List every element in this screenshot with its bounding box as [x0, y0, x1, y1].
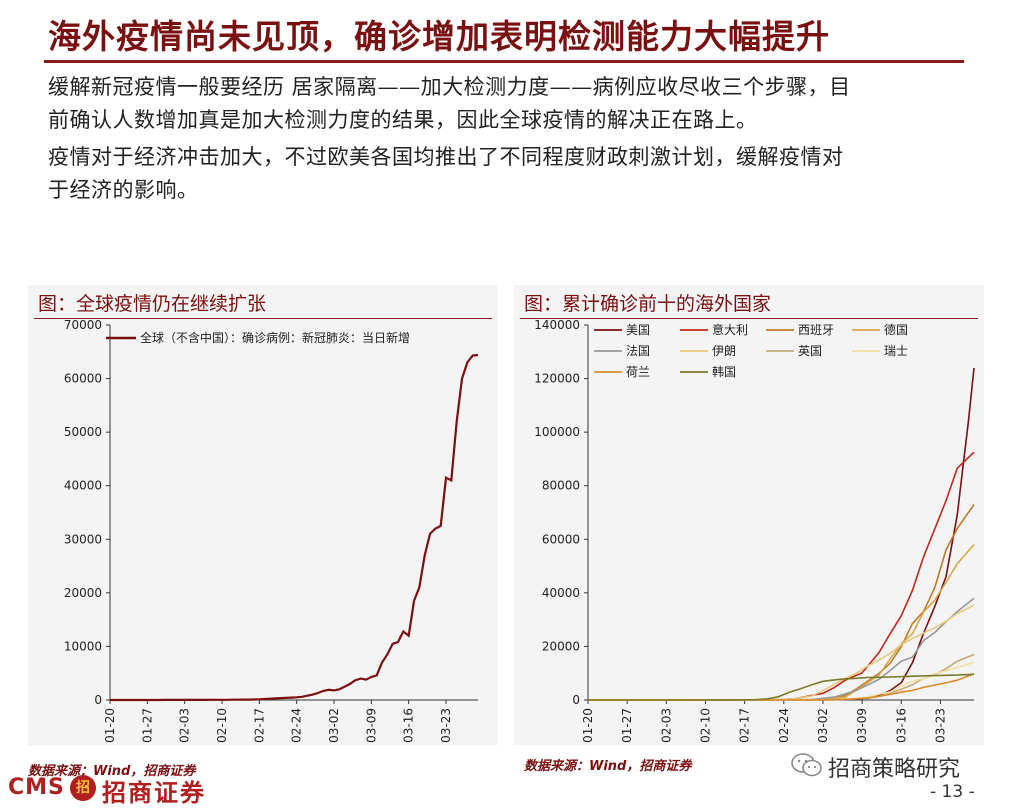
page-title: 海外疫情尚未见顶，确诊增加表明检测能力大幅提升	[48, 17, 830, 56]
series-line-global	[110, 353, 479, 702]
x-tick-label: 03-02	[327, 708, 341, 743]
y-tick-label: 60000	[64, 372, 102, 386]
x-tick-label: 01-27	[140, 708, 154, 743]
wechat-watermark: 招商策略研究	[790, 748, 990, 784]
logo-mark-icon: 招	[70, 775, 96, 801]
series-line-4	[588, 597, 975, 701]
chart-title: 图：累计确诊前十的海外国家	[524, 293, 772, 315]
legend-label: 韩国	[712, 364, 736, 379]
chart-top10-countries: 0 20000 40000 60000 80000 100000 120000 140000 0…	[534, 318, 975, 743]
y-tick-label: 0	[572, 693, 580, 707]
wechat-account-name: 招商策略研究	[828, 757, 961, 782]
chart-panel-global: 图：全球疫情仍在继续扩张 0 10000 20000 30000 40000 50000 6…	[28, 285, 498, 745]
paragraph-line: 缓解新冠疫情一般要经历 居家隔离——加大检测力度——病例应收尽收三个步骤，目	[48, 75, 851, 99]
series-line-2	[588, 504, 975, 701]
source-note-left: 数据来源：Wind，招商证券	[28, 764, 196, 779]
company-logo: CMS 招 招商证券	[8, 773, 278, 807]
title-divider	[44, 60, 964, 63]
x-tick-label: 03-02	[816, 708, 830, 743]
wechat-icon	[791, 753, 822, 777]
x-tick-label: 02-10	[215, 708, 229, 743]
y-tick-label: 120000	[534, 372, 580, 386]
x-tick-label: 01-20	[581, 708, 595, 743]
y-tick-label: 70000	[64, 318, 102, 332]
legend-label: 荷兰	[626, 365, 650, 379]
page-number: - 13 -	[930, 782, 975, 802]
series-line-1	[588, 451, 975, 701]
y-tick-label: 40000	[64, 479, 102, 493]
x-tick-label: 02-24	[777, 708, 791, 743]
y-tick-label: 100000	[534, 425, 580, 439]
paragraph-line: 前确认人数增加真是加大检测力度的结果，因此全球疫情的解决正在路上。	[48, 108, 758, 132]
y-tick-label: 20000	[542, 639, 580, 653]
y-tick-label: 20000	[64, 586, 102, 600]
legend-label: 全球（不含中国）：确诊病例：新冠肺炎：当日新增	[140, 330, 410, 345]
legend-label: 法国	[626, 344, 650, 358]
x-tick-label: 03-09	[855, 708, 869, 743]
legend-label: 意大利	[712, 322, 748, 337]
x-tick-label: 03-16	[894, 708, 908, 743]
chart-panel-countries: 图：累计确诊前十的海外国家 0 20000 40000 60000 80000 10000…	[514, 285, 984, 745]
y-tick-label: 60000	[542, 532, 580, 546]
y-tick-label: 30000	[64, 532, 102, 546]
paragraph-1: 缓解新冠疫情一般要经历 居家隔离——加大检测力度——病例应收尽收三个步骤，目 前…	[48, 71, 968, 137]
legend-label: 瑞士	[884, 344, 908, 358]
logo-cms-text: CMS	[8, 775, 65, 800]
x-tick-label: 02-17	[252, 708, 266, 743]
paragraph-line: 于经济的影响。	[48, 178, 199, 202]
legend-label: 伊朗	[712, 344, 736, 358]
x-tick-label: 01-27	[620, 708, 634, 743]
y-tick-label: 40000	[542, 586, 580, 600]
paragraph-2: 疫情对于经济冲击加大，不过欧美各国均推出了不同程度财政刺激计划，缓解疫情对 于经…	[48, 141, 968, 207]
paragraph-line: 疫情对于经济冲击加大，不过欧美各国均推出了不同程度财政刺激计划，缓解疫情对	[48, 145, 844, 169]
chart-title-divider	[520, 318, 978, 319]
series-line-0	[588, 367, 975, 701]
x-tick-label: 03-09	[364, 708, 378, 743]
chart-title-divider	[34, 318, 492, 319]
legend-label: 德国	[884, 322, 908, 337]
chart-global-new-cases: 0 10000 20000 30000 40000 50000 60000 70000 01-2…	[64, 318, 479, 743]
series-line-6	[587, 653, 975, 701]
y-tick-label: 80000	[542, 479, 580, 493]
x-tick-label: 02-03	[659, 708, 673, 743]
x-tick-label: 03-23	[439, 708, 453, 743]
x-tick-label: 02-24	[290, 708, 304, 743]
x-tick-label: 01-20	[103, 708, 117, 743]
y-tick-label: 50000	[64, 425, 102, 439]
header: 海外疫情尚未见顶，确诊增加表明检测能力大幅提升	[0, 0, 1010, 60]
series-line-9	[588, 673, 975, 701]
x-tick-label: 02-10	[698, 708, 712, 743]
x-tick-label: 02-03	[178, 708, 192, 743]
y-tick-label: 0	[94, 693, 102, 707]
chart-title: 图：全球疫情仍在继续扩张	[38, 293, 267, 315]
y-tick-label: 140000	[534, 318, 580, 332]
legend-label: 英国	[798, 344, 822, 358]
x-tick-label: 02-17	[738, 708, 752, 743]
legend-label: 西班牙	[798, 323, 834, 337]
legend-label: 美国	[626, 323, 650, 337]
series-line-8	[588, 673, 975, 701]
source-note-right: 数据来源：Wind，招商证券	[524, 759, 692, 774]
y-tick-label: 10000	[64, 639, 102, 653]
logo-company-name: 招商证券	[102, 779, 206, 807]
x-tick-label: 03-23	[933, 708, 947, 743]
series-line-7	[588, 661, 975, 701]
x-tick-label: 03-16	[402, 708, 416, 743]
